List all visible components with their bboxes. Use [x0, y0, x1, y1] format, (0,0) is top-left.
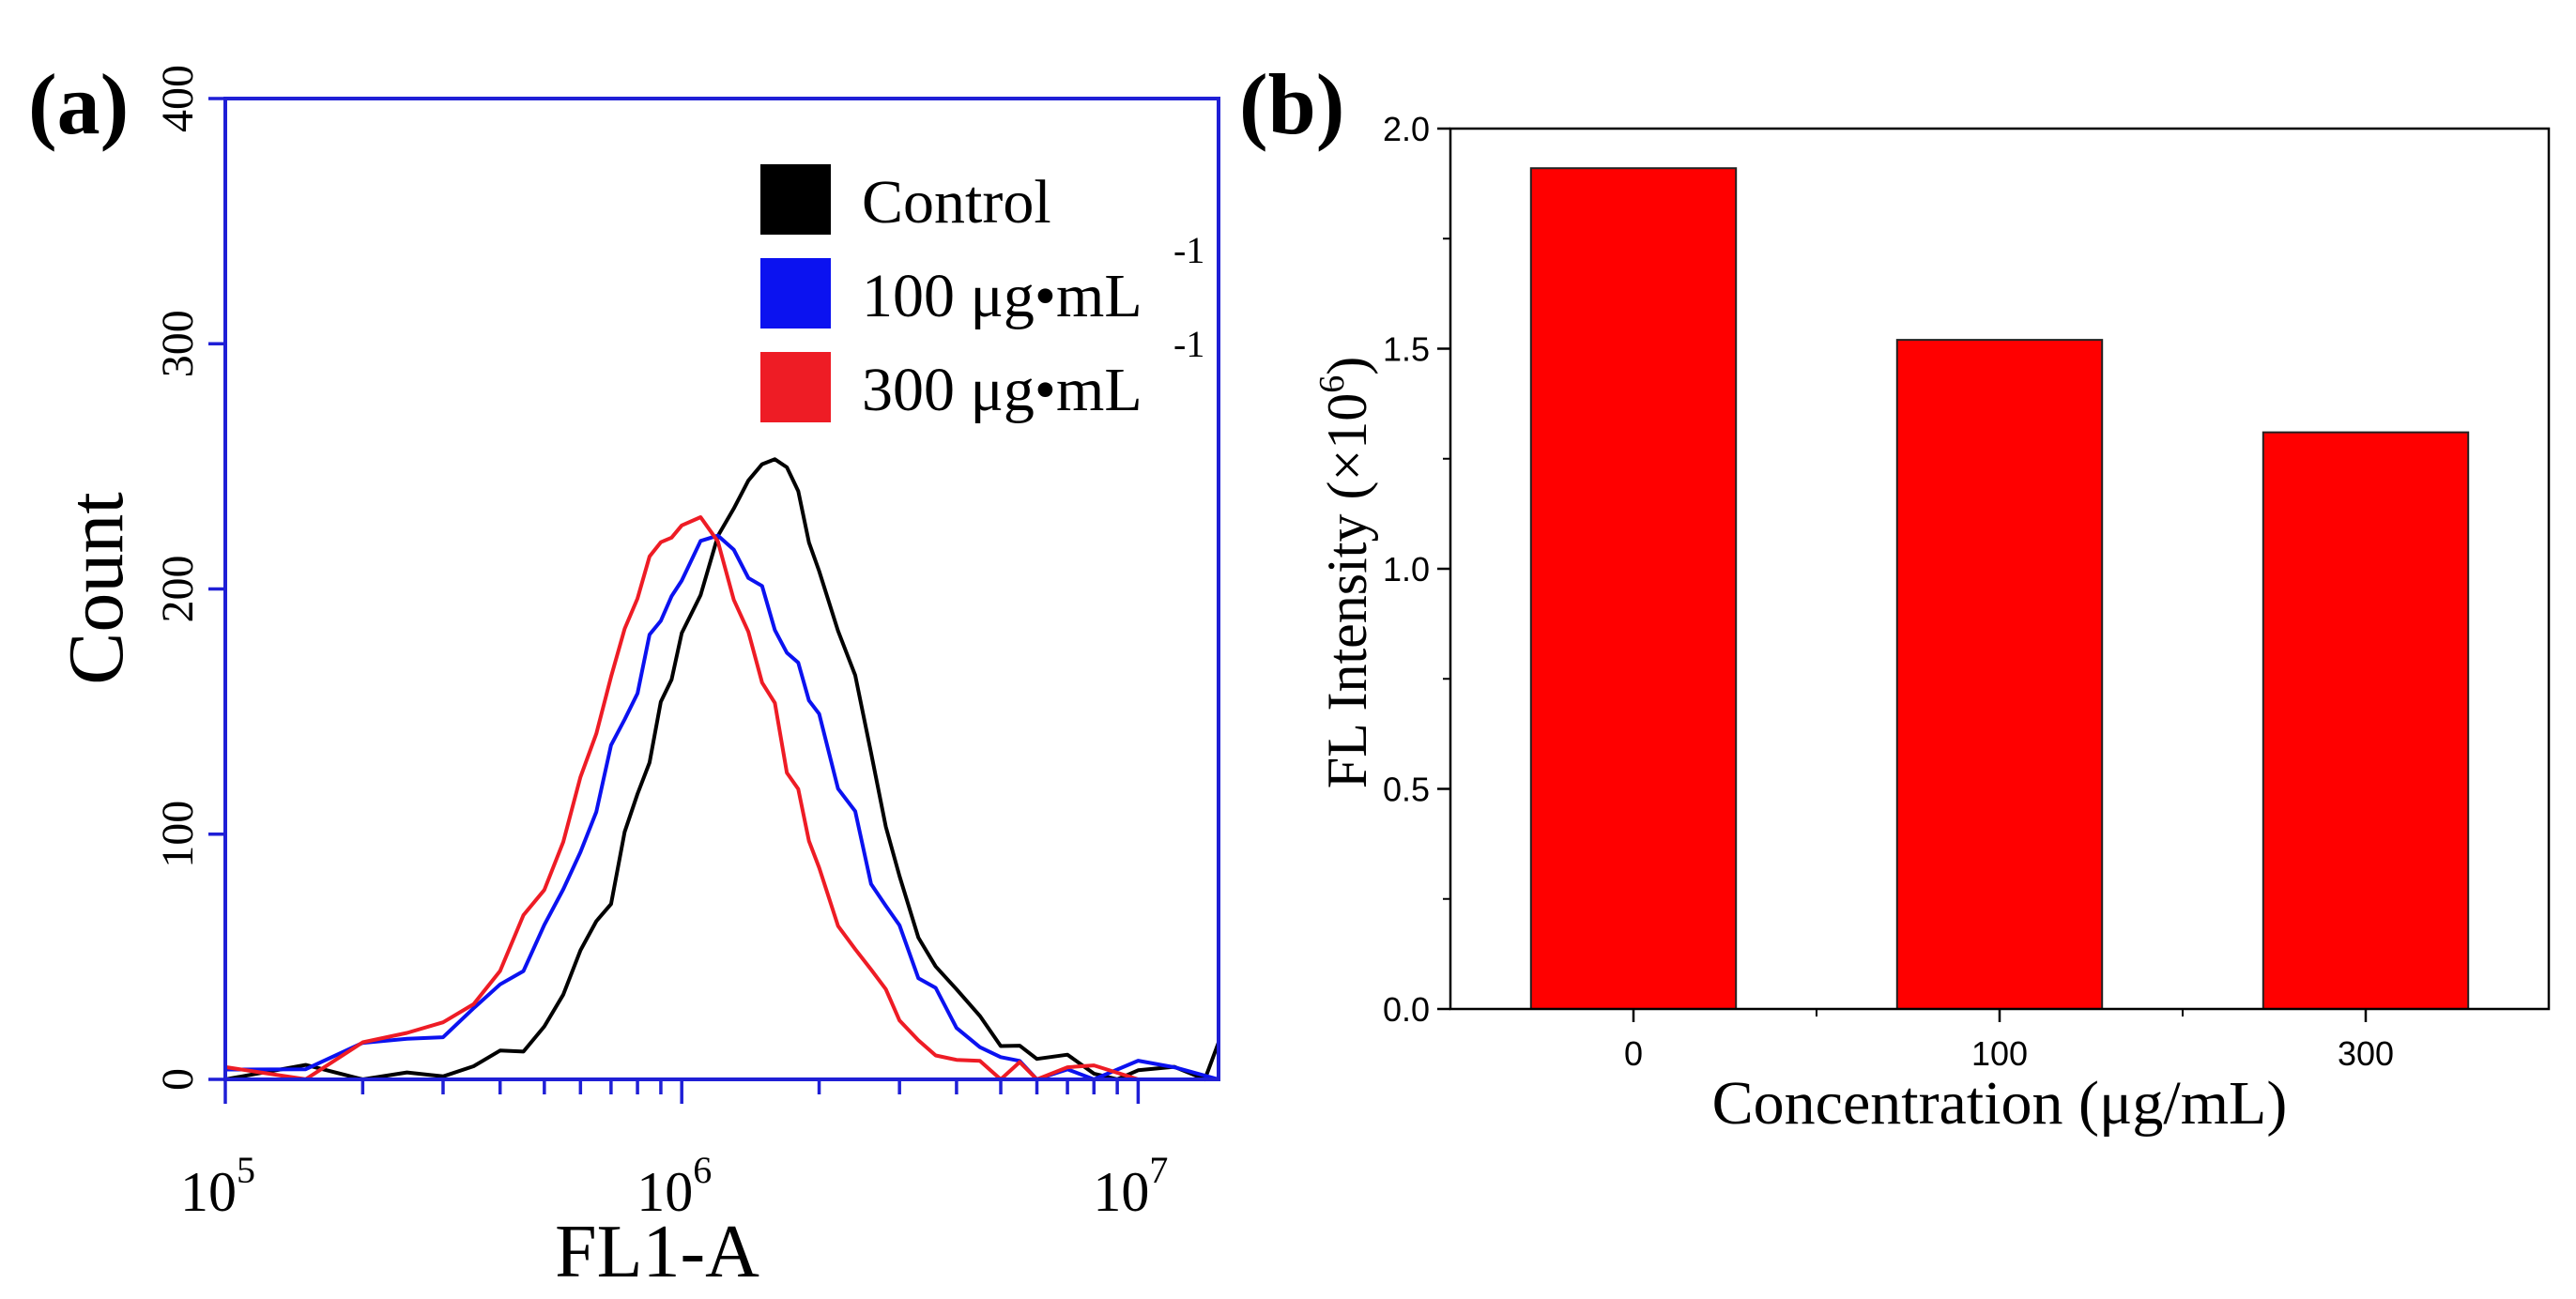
y-tick-label: 100: [153, 801, 203, 868]
legend-label-300: 300 μg•mL: [862, 356, 1142, 424]
y-tick-label: 200: [153, 556, 203, 623]
histogram-x-axis-title: FL1-A: [555, 1211, 759, 1293]
histogram-frame: [223, 97, 1220, 1081]
bar-x-axis-title: Concentration (μg/mL): [1712, 1069, 2288, 1138]
legend-label-100: 100 μg•mL: [862, 262, 1142, 330]
bar-y-tick-label: 1.0: [1383, 550, 1430, 588]
legend-swatch-control: [760, 164, 831, 235]
bar-y-tick-label: 0.5: [1383, 771, 1430, 809]
legend-label-control: Control: [862, 168, 1051, 237]
bar-y-tick-label: 0.0: [1383, 990, 1430, 1029]
bar-x-tick-label: 0: [1624, 1034, 1643, 1073]
y-tick-label: 300: [153, 310, 203, 377]
legend-sup-100: -1: [1173, 229, 1204, 271]
panel-b-label: (b): [1239, 56, 1344, 152]
bar-y-axis-title: FL Intensity (×106): [1312, 357, 1378, 789]
bar-x-ticks: 0 100 300: [1624, 1009, 2394, 1073]
panel-a-label: (a): [28, 56, 129, 152]
bar-0: [1529, 167, 1738, 1010]
histogram-legend: Control 100 μg•mL -1 300 μg•mL -1: [760, 164, 1204, 424]
y-tick-label: 400: [153, 65, 203, 132]
legend-swatch-300: [760, 352, 831, 422]
series-line-2: [224, 515, 1219, 1081]
bar-x-tick-label: 100: [1971, 1034, 2028, 1073]
bar-panel: (b) 0.0 0.5 1.0 1.5 2.0 0 100 300 FL Intensity…: [1239, 56, 2551, 1138]
histogram-y-tick-labels: 0 100 200 300 400: [153, 65, 203, 1091]
histogram-y-axis-title: Count: [53, 492, 140, 684]
bar-group: [1529, 167, 2470, 1010]
legend-sup-300: -1: [1173, 323, 1204, 365]
histogram-series-group: [224, 457, 1220, 1081]
series-line-0: [224, 457, 1220, 1081]
x-tick-label: 107: [1093, 1149, 1168, 1223]
x-tick-label: 106: [636, 1149, 712, 1223]
legend-swatch-100: [760, 258, 831, 329]
bar-y-ticks: 0.0 0.5 1.0 1.5 2.0: [1383, 110, 1450, 1029]
histogram-x-tick-labels: 105 106 107: [180, 1149, 1168, 1223]
series-line-1: [224, 533, 1219, 1081]
bar-y-tick-label: 1.5: [1383, 330, 1430, 369]
x-tick-label: 105: [180, 1149, 255, 1223]
bar-300: [2262, 431, 2470, 1010]
bar-x-tick-label: 300: [2338, 1034, 2394, 1073]
bar-100: [1895, 339, 2104, 1010]
y-tick-label: 0: [153, 1068, 203, 1091]
histogram-ticks: [208, 97, 1141, 1104]
bar-y-tick-label: 2.0: [1383, 110, 1430, 148]
